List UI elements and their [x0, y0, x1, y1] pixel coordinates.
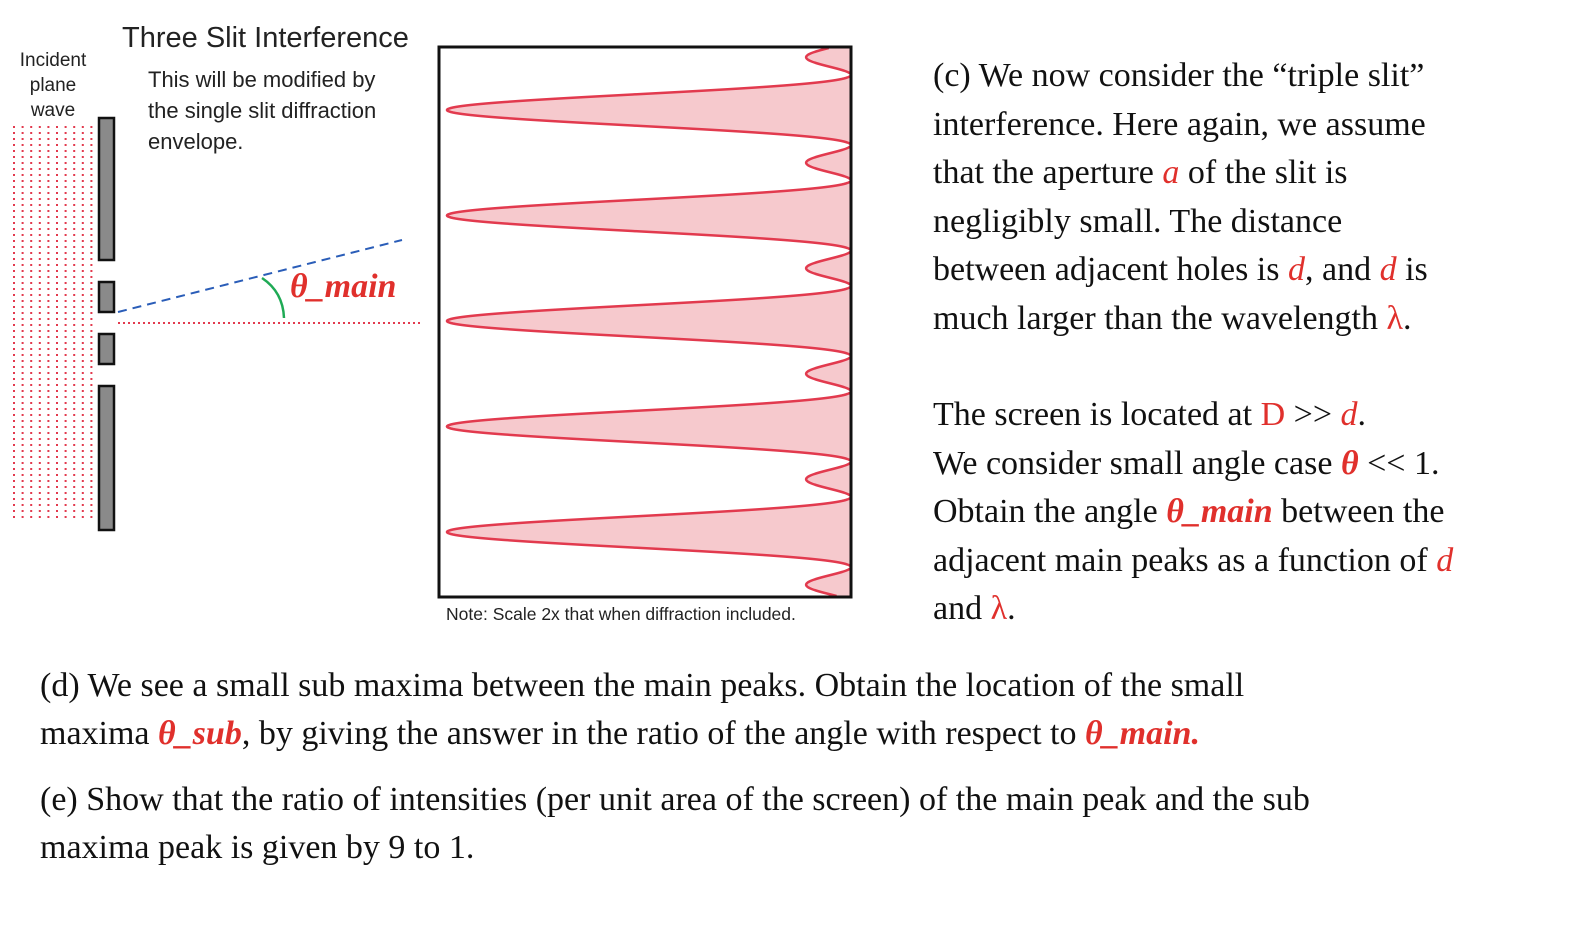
variable-theta-main: θ_main.	[1085, 715, 1200, 752]
text-line: interference. Here again, we assume	[933, 101, 1563, 150]
intensity-curve	[445, 46, 853, 598]
text-line: much larger than the wavelength λ.	[933, 295, 1563, 344]
text: We consider small angle case	[933, 444, 1341, 482]
text: The screen is located at	[933, 396, 1261, 433]
text-line: The screen is located at D >> d.	[933, 391, 1563, 440]
incident-wave-label: Incident plane wave	[8, 48, 98, 123]
incident-label-line: wave	[30, 100, 76, 121]
variable-lambda: λ	[1386, 299, 1404, 337]
text: interference. Here again, we assume	[933, 105, 1426, 143]
part-e-text: (e) Show that the ratio of intensities (…	[40, 776, 1560, 872]
text: , and	[1304, 251, 1380, 288]
incident-wave-lines	[13, 126, 93, 522]
text-line: adjacent main peaks as a function of d	[933, 537, 1563, 586]
text: (c) We now consider the “triple slit”	[933, 57, 1425, 94]
barrier-bottom	[97, 384, 116, 532]
text: maxima peak is given by 9 to 1.	[40, 829, 475, 866]
variable-d: d	[1340, 396, 1358, 433]
text: between adjacent holes is	[933, 251, 1288, 288]
text: (e) Show that the ratio of intensities (…	[40, 781, 1310, 818]
text-line: (d) We see a small sub maxima between th…	[40, 662, 1560, 710]
variable-d: d	[1436, 541, 1454, 579]
text: is	[1396, 251, 1428, 288]
angle-arc	[261, 276, 286, 319]
text-line: between adjacent holes is d, and d is	[933, 246, 1563, 295]
text: (d) We see a small sub maxima between th…	[40, 667, 1245, 704]
incident-label-line: Incident	[19, 50, 87, 71]
text: negligibly small. The distance	[933, 202, 1343, 240]
scale-note: Note: Scale 2x that when diffraction inc…	[446, 604, 796, 624]
slit-barrier	[97, 116, 116, 532]
theta-main-label: θ_main	[290, 268, 397, 305]
intensity-fill	[447, 48, 851, 596]
text: , by giving the answer in the ratio of t…	[241, 715, 1085, 752]
text-line: that the aperture a of the slit is	[933, 149, 1563, 198]
incident-label-line: plane	[29, 75, 77, 96]
variable-d: d	[1379, 251, 1397, 288]
text-line: and λ.	[933, 585, 1563, 634]
note-line: the single slit diffraction	[148, 98, 377, 123]
text: maxima	[40, 715, 159, 752]
text: of the slit is	[1179, 154, 1348, 191]
text: Obtain the angle	[933, 493, 1167, 530]
text: between the	[1272, 493, 1445, 530]
variable-lambda: λ	[990, 590, 1008, 627]
text-line: (c) We now consider the “triple slit”	[933, 52, 1563, 101]
text-line: Obtain the angle θ_main between the	[933, 488, 1563, 537]
text-line: negligibly small. The distance	[933, 198, 1563, 247]
text: and	[933, 590, 991, 627]
variable-a: a	[1162, 154, 1180, 191]
text: >>	[1285, 396, 1341, 433]
barrier-middle-2	[97, 332, 116, 366]
barrier-top	[97, 116, 116, 262]
variable-theta-main: θ_main	[1166, 493, 1273, 530]
part-c-text: (c) We now consider the “triple slit” in…	[933, 52, 1563, 634]
variable-d: d	[1287, 251, 1305, 288]
variable-theta: θ	[1340, 444, 1359, 482]
diffracted-ray	[117, 239, 403, 313]
note-line: This will be modified by	[148, 67, 376, 92]
text: .	[1403, 299, 1412, 337]
variable-theta-sub: θ_sub	[158, 715, 242, 752]
note-line: envelope.	[148, 129, 244, 154]
text-line: We consider small angle case θ << 1.	[933, 440, 1563, 489]
text: much larger than the wavelength	[933, 299, 1387, 337]
text: << 1.	[1358, 444, 1440, 482]
variable-D: D	[1260, 396, 1286, 433]
barrier-middle-1	[97, 280, 116, 314]
screen-frame	[437, 45, 853, 599]
text: that the aperture	[933, 154, 1163, 191]
diagram-note: This will be modified by the single slit…	[148, 64, 428, 157]
part-d-text: (d) We see a small sub maxima between th…	[40, 662, 1560, 758]
text: .	[1007, 590, 1016, 627]
text-line: maxima θ_sub, by giving the answer in th…	[40, 710, 1560, 758]
text-line: (e) Show that the ratio of intensities (…	[40, 776, 1560, 824]
diagram-title: Three Slit Interference	[122, 22, 409, 54]
text: adjacent main peaks as a function of	[933, 541, 1437, 579]
text: .	[1357, 396, 1367, 433]
text-line: maxima peak is given by 9 to 1.	[40, 824, 1560, 872]
